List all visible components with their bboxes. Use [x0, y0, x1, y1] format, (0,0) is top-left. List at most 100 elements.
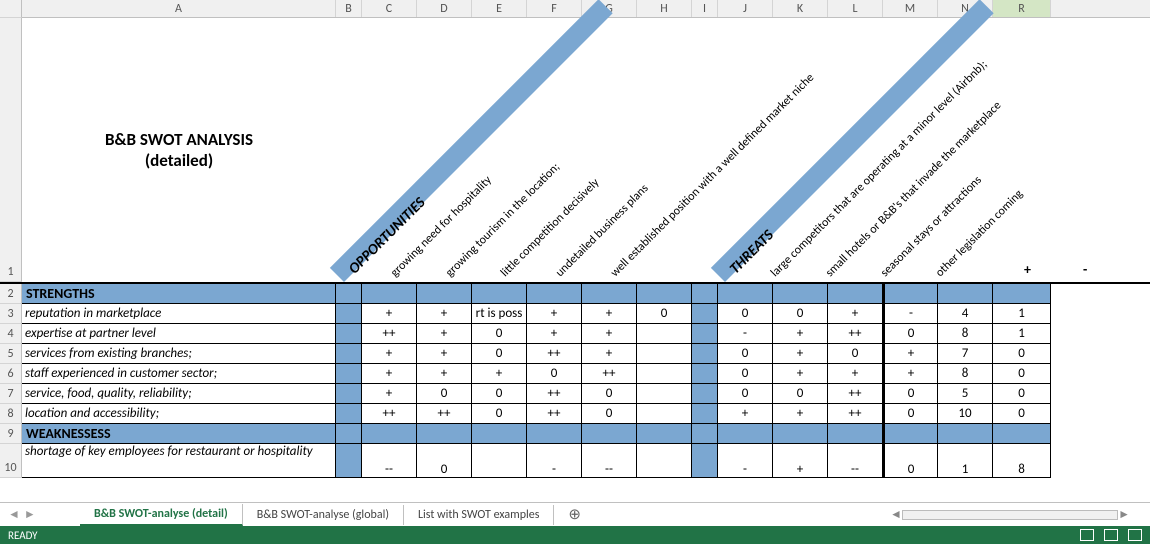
sheet-tab-2[interactable]: List with SWOT examples [404, 505, 554, 525]
cell-J9[interactable] [718, 424, 773, 444]
cell-L3[interactable]: + [828, 304, 883, 324]
table-row[interactable]: 5services from existing branches;++0+++0… [0, 344, 1150, 364]
cell-K10[interactable]: + [773, 444, 828, 478]
cell-K3[interactable]: 0 [773, 304, 828, 324]
cell-K2[interactable] [773, 284, 828, 304]
row-header-7[interactable]: 7 [0, 384, 22, 404]
page-break-view-icon[interactable] [1128, 529, 1142, 541]
cell-F2[interactable] [527, 284, 582, 304]
cell-N10[interactable]: 1 [938, 444, 993, 478]
col-header-R[interactable]: R [993, 0, 1051, 17]
strength-label[interactable]: staff experienced in customer sector; [22, 364, 336, 384]
cell-M9[interactable] [883, 424, 938, 444]
cell-H3[interactable]: 0 [637, 304, 692, 324]
cell-F9[interactable] [527, 424, 582, 444]
cell-I9[interactable] [692, 424, 718, 444]
cell-N6[interactable]: 8 [938, 364, 993, 384]
cell-J2[interactable] [718, 284, 773, 304]
horizontal-scrollbar[interactable]: ◄ ► [890, 509, 1130, 521]
cell-L6[interactable]: + [828, 364, 883, 384]
cell-D8[interactable]: ++ [417, 404, 472, 424]
row-header-5[interactable]: 5 [0, 344, 22, 364]
row-header-8[interactable]: 8 [0, 404, 22, 424]
cell-E2[interactable] [472, 284, 527, 304]
cell-E6[interactable]: + [472, 364, 527, 384]
cell-R7[interactable]: 0 [993, 384, 1051, 404]
cell-E4[interactable]: 0 [472, 324, 527, 344]
col-header-C[interactable]: C [362, 0, 417, 17]
cell-L5[interactable]: 0 [828, 344, 883, 364]
strength-label[interactable]: services from existing branches; [22, 344, 336, 364]
page-layout-view-icon[interactable] [1104, 529, 1118, 541]
cell-M7[interactable]: 0 [883, 384, 938, 404]
cell-C5[interactable]: + [362, 344, 417, 364]
cell-H6[interactable] [637, 364, 692, 384]
row-2-strengths[interactable]: 2 STRENGTHS [0, 282, 1150, 304]
cell-E8[interactable]: 0 [472, 404, 527, 424]
cell-K7[interactable]: 0 [773, 384, 828, 404]
col-header-I[interactable]: I [692, 0, 718, 17]
cell-B4[interactable] [336, 324, 362, 344]
cell-F8[interactable]: ++ [527, 404, 582, 424]
cell-K4[interactable]: + [773, 324, 828, 344]
cell-R10[interactable]: 8 [993, 444, 1051, 478]
cell-L7[interactable]: ++ [828, 384, 883, 404]
cell-B2[interactable] [336, 284, 362, 304]
cell-E7[interactable]: 0 [472, 384, 527, 404]
row-header-10[interactable]: 10 [0, 444, 22, 478]
cell-H9[interactable] [637, 424, 692, 444]
cell-J8[interactable]: + [718, 404, 773, 424]
strength-label[interactable]: service, food, quality, reliability; [22, 384, 336, 404]
cell-C6[interactable]: + [362, 364, 417, 384]
scroll-left-icon[interactable]: ◄ [890, 507, 902, 522]
cell-N8[interactable]: 10 [938, 404, 993, 424]
cell-H5[interactable] [637, 344, 692, 364]
section-strengths[interactable]: STRENGTHS [22, 284, 336, 304]
col-header-A[interactable]: A [22, 0, 336, 17]
col-header-J[interactable]: J [718, 0, 773, 17]
cell-D10[interactable]: 0 [417, 444, 472, 478]
cell-M6[interactable]: + [883, 364, 938, 384]
cell-K9[interactable] [773, 424, 828, 444]
cell-K5[interactable]: + [773, 344, 828, 364]
cell-C9[interactable] [362, 424, 417, 444]
cell-H2[interactable] [637, 284, 692, 304]
cell-C4[interactable]: ++ [362, 324, 417, 344]
cell-B5[interactable] [336, 344, 362, 364]
cell-E9[interactable] [472, 424, 527, 444]
col-header-E[interactable]: E [472, 0, 527, 17]
cell-B9[interactable] [336, 424, 362, 444]
cell-M2[interactable] [883, 284, 938, 304]
normal-view-icon[interactable] [1080, 529, 1094, 541]
cell-G4[interactable]: + [582, 324, 637, 344]
tab-nav-buttons[interactable]: ◄ ► [8, 507, 36, 522]
cell-F6[interactable]: 0 [527, 364, 582, 384]
select-all-corner[interactable] [0, 0, 22, 18]
cell-N3[interactable]: 4 [938, 304, 993, 324]
cell-J7[interactable]: 0 [718, 384, 773, 404]
cell-N9[interactable] [938, 424, 993, 444]
cell-I4[interactable] [692, 324, 718, 344]
cell-D2[interactable] [417, 284, 472, 304]
cell-N5[interactable]: 7 [938, 344, 993, 364]
cell-L9[interactable] [828, 424, 883, 444]
tab-nav-next-icon[interactable]: ► [24, 507, 36, 522]
cell-C3[interactable]: + [362, 304, 417, 324]
scroll-right-icon[interactable]: ► [1118, 507, 1130, 522]
cell-N7[interactable]: 5 [938, 384, 993, 404]
row-header-2[interactable]: 2 [0, 284, 22, 304]
cell-J6[interactable]: 0 [718, 364, 773, 384]
cell-L8[interactable]: ++ [828, 404, 883, 424]
row-9-weaknesses[interactable]: 9 WEAKNESSESS [0, 424, 1150, 444]
col-header-M[interactable]: M [883, 0, 938, 17]
cell-M10[interactable]: 0 [883, 444, 938, 478]
cell-C2[interactable] [362, 284, 417, 304]
cell-F3[interactable]: + [527, 304, 582, 324]
cell-R5[interactable]: 0 [993, 344, 1051, 364]
cell-C7[interactable]: + [362, 384, 417, 404]
cell-I10[interactable] [692, 444, 718, 478]
cell-I7[interactable] [692, 384, 718, 404]
cell-I3[interactable] [692, 304, 718, 324]
cell-I5[interactable] [692, 344, 718, 364]
table-row[interactable]: 7service, food, quality, reliability;+00… [0, 384, 1150, 404]
